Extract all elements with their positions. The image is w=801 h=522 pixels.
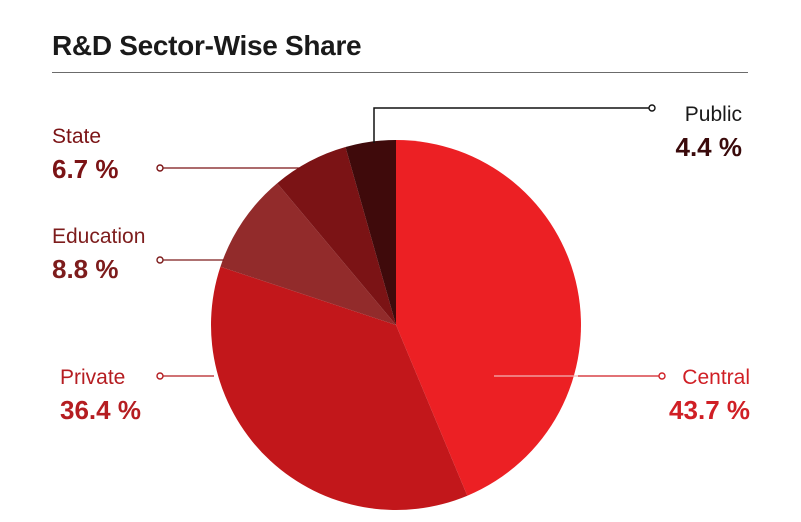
slice-value-central: 43.7 %	[669, 395, 750, 425]
leader-dot	[156, 164, 164, 172]
leader-dot	[658, 372, 666, 380]
leader-dot	[648, 104, 656, 112]
leader-dot	[156, 256, 164, 264]
pie-slice-private	[211, 266, 468, 510]
pie-slice-central	[396, 140, 581, 496]
slice-label-public: Public	[685, 103, 742, 126]
leader-dot	[156, 372, 164, 380]
slice-label-central: Central	[682, 366, 750, 389]
slice-label-private: Private	[60, 366, 125, 389]
chart-title: R&D Sector-Wise Share	[52, 30, 362, 61]
callout-education: Education 8.8 %	[52, 225, 224, 284]
slice-value-private: 36.4 %	[60, 395, 141, 425]
callout-central: Central 43.7 %	[494, 366, 750, 425]
pie-slice-education	[220, 183, 396, 325]
callout-private: Private 36.4 %	[60, 366, 214, 425]
slice-value-education: 8.8 %	[52, 254, 119, 284]
leader-line	[373, 107, 652, 143]
callout-state: State 6.7 %	[52, 125, 305, 184]
title-divider	[52, 72, 748, 73]
slice-value-state: 6.7 %	[52, 154, 119, 184]
pie-slice-public	[345, 140, 396, 325]
pie-slice-state	[277, 147, 396, 325]
slice-value-public: 4.4 %	[676, 132, 743, 162]
slice-label-state: State	[52, 125, 101, 148]
slice-label-education: Education	[52, 225, 145, 248]
callout-public: Public 4.4 %	[373, 103, 743, 162]
